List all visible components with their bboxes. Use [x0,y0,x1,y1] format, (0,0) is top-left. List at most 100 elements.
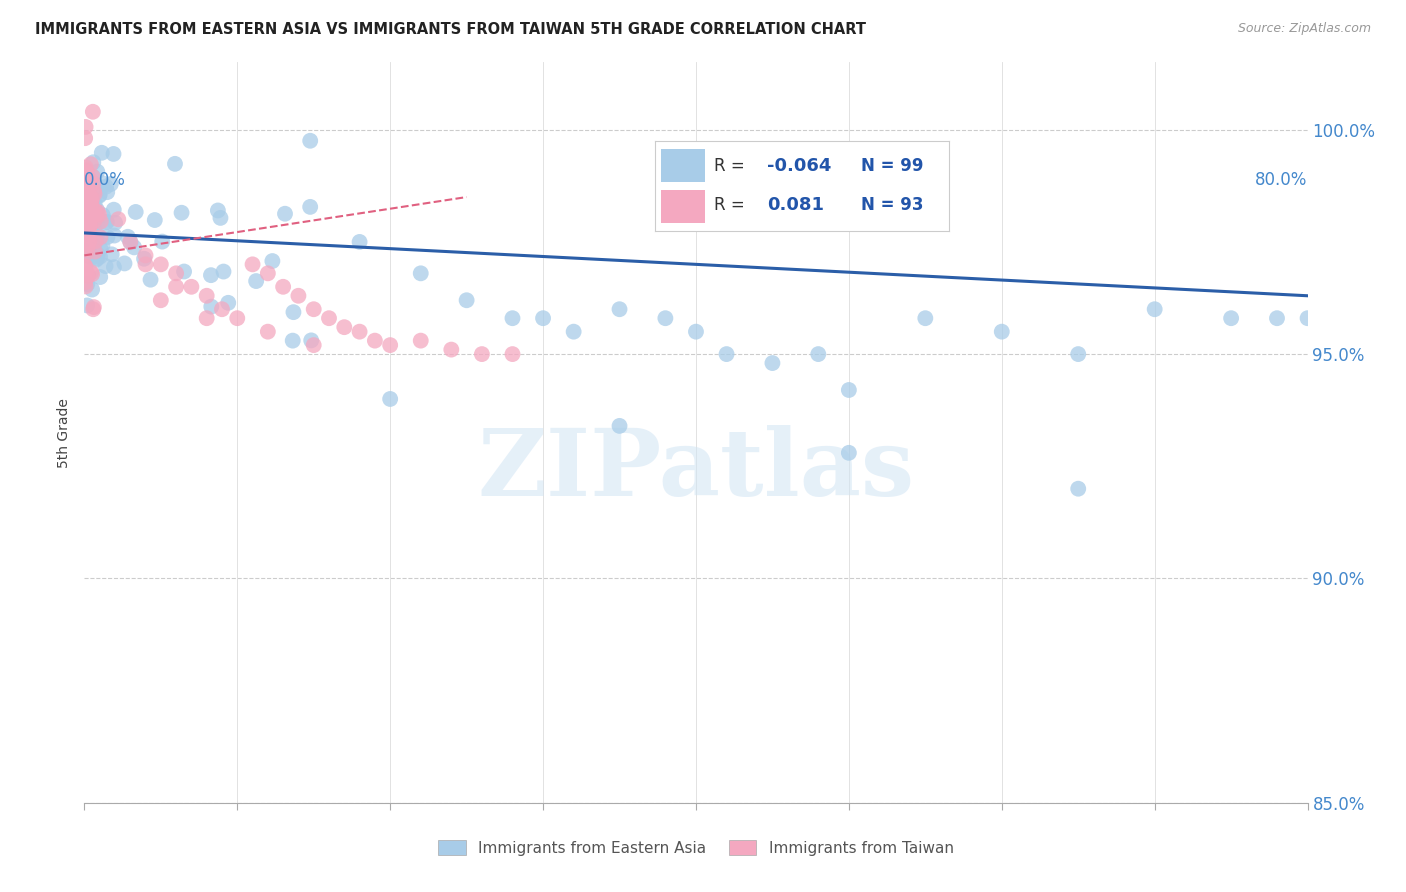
Point [75,212,97,227]
Point [79,198,101,212]
Point [114,256,136,270]
Point [274,207,297,221]
Point [96,230,118,244]
Point [226,311,249,326]
Point [82,169,104,184]
Point [80,283,103,297]
Point [200,268,222,282]
Point [77,228,100,243]
Point [242,257,264,271]
Point [84,252,107,267]
Point [77,211,100,226]
Point [76,175,98,189]
Point [83,203,105,218]
Point [77,189,100,203]
Point [91,208,114,222]
Point [299,200,322,214]
Point [838,383,860,397]
Point [82,169,104,184]
Point [80,194,103,209]
Point [409,266,432,280]
Point [75,178,97,192]
Point [349,325,371,339]
Text: 80.0%: 80.0% [1256,171,1308,189]
Point [80,192,103,206]
Point [364,334,387,348]
Point [409,334,432,348]
Point [299,134,322,148]
Point [90,180,112,194]
Point [87,208,110,222]
Point [75,209,97,223]
Point [609,302,631,317]
Point [89,188,111,202]
Point [245,274,267,288]
Point [75,247,97,261]
Point [86,247,108,261]
Point [86,217,108,231]
Point [76,216,98,230]
Point [716,347,738,361]
Point [83,217,105,231]
Point [75,190,97,204]
Point [103,260,125,275]
Point [150,235,173,249]
Point [79,234,101,248]
Point [103,202,125,217]
Point [991,325,1014,339]
Point [122,240,145,254]
Point [76,172,98,186]
Point [82,236,104,251]
Point [79,227,101,242]
Point [1143,302,1166,317]
Point [180,280,202,294]
Point [209,211,232,225]
Point [333,320,356,334]
Y-axis label: 5th Grade: 5th Grade [58,398,72,467]
Point [302,302,325,317]
Text: -0.064: -0.064 [768,157,831,175]
Point [1296,311,1319,326]
Point [761,356,783,370]
Point [90,214,112,228]
Point [89,230,111,244]
Point [77,190,100,204]
FancyBboxPatch shape [661,190,706,223]
Point [349,235,371,249]
Point [77,194,100,209]
Point [80,157,103,171]
Point [76,224,98,238]
Point [165,266,187,280]
Point [163,157,186,171]
Point [217,295,239,310]
Point [75,178,97,192]
Point [318,311,340,326]
Point [79,219,101,234]
Point [440,343,463,357]
Point [271,280,294,294]
Point [502,347,524,361]
Point [281,334,304,348]
Point [86,203,108,218]
Point [76,269,98,284]
Point [562,325,585,339]
Point [77,218,100,232]
Point [132,252,155,266]
Point [75,259,97,273]
Point [135,257,157,271]
Point [77,237,100,252]
Point [257,266,280,280]
Point [77,209,100,223]
Point [82,104,104,119]
Point [1067,482,1090,496]
Point [914,311,936,326]
Point [117,229,139,244]
Point [82,155,104,169]
Point [94,259,117,273]
Point [83,300,105,314]
Point [211,302,233,317]
Point [82,267,104,281]
Point [200,300,222,314]
Point [262,254,284,268]
Point [685,325,707,339]
